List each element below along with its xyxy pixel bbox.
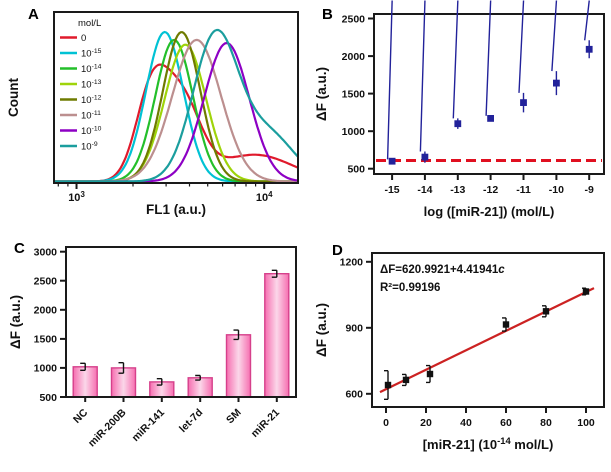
legend-label: 10-9 [81, 141, 98, 153]
histogram-curve [54, 28, 299, 183]
data-point [384, 381, 392, 389]
plot-frame [53, 11, 299, 184]
x-tick-label: 40 [460, 417, 472, 429]
y-tick-label: 2000 [342, 51, 366, 63]
x-axis-label: FL1 (a.u.) [146, 202, 206, 217]
y-axis-label: ΔF (a.u.) [314, 67, 329, 121]
x-tick-label: -15 [384, 184, 399, 196]
x-tick-label: -12 [483, 184, 498, 196]
data-point [388, 157, 396, 165]
y-tick-label: 2500 [34, 276, 58, 288]
category-label: miR-21 [249, 407, 282, 440]
category-label: miR-141 [130, 407, 167, 444]
panel-a-letter: A [28, 6, 39, 23]
y-tick-label: 1200 [340, 257, 364, 269]
panel-b: 500 1000 1500 2000 2500 -15 -14 -13 -12 -11 -10 -9 l… [306, 0, 611, 240]
y-tick-label: 500 [347, 164, 365, 176]
plot-frame [371, 252, 605, 408]
legend-title: mol/L [78, 18, 101, 29]
y-tick-label: 500 [39, 392, 57, 404]
legend-label: 0 [81, 33, 86, 44]
error-bar [195, 374, 201, 381]
data-point [553, 79, 560, 87]
error-bar [452, 0, 459, 129]
error-bar [233, 329, 240, 341]
y-tick-label: 1000 [34, 363, 58, 375]
y-tick-label: 900 [345, 323, 363, 335]
x-tick-label: 20 [420, 417, 432, 429]
y-axis-label: ΔF (a.u.) [314, 303, 329, 357]
panel-b-letter: B [322, 6, 333, 23]
bar [264, 273, 290, 398]
y-tick-label: 1500 [342, 88, 366, 100]
annotation-equation: ΔF=620.9921+4.41941c [380, 264, 505, 276]
x-tick-label: -14 [417, 184, 432, 196]
data-point [402, 376, 410, 384]
y-axis-label: Count [6, 78, 21, 117]
y-tick-label: 2500 [342, 13, 366, 25]
legend-label: 10-13 [81, 79, 102, 91]
y-tick-label: 1000 [342, 126, 366, 138]
error-bar [118, 362, 125, 374]
fit-line [379, 287, 595, 394]
error-bar [80, 362, 86, 371]
y-axis-label: ΔF (a.u.) [8, 295, 23, 349]
y-tick-label: 600 [345, 389, 363, 401]
error-bar [419, 0, 426, 163]
x-tick-label: -10 [549, 184, 564, 196]
y-tick-label: 3000 [34, 246, 58, 258]
error-bar [386, 0, 393, 164]
data-point [421, 153, 429, 161]
x-tick-label: 103 [68, 190, 85, 204]
legend-label: 10-15 [81, 48, 102, 60]
x-tick-label: 0 [383, 417, 389, 429]
data-point [520, 99, 527, 106]
data-point [582, 288, 590, 295]
annotation-r2: R²=0.99196 [380, 282, 440, 294]
y-tick-label: 2000 [34, 305, 58, 317]
panel-c-letter: C [14, 240, 25, 257]
x-tick-label: -13 [450, 184, 465, 196]
panel-d-chart: 600 900 1200 0 20 40 60 80 100 ΔF=620.9921+4.4194… [314, 252, 605, 452]
error-bar [156, 378, 163, 386]
plot-frame [65, 246, 297, 398]
data-point [454, 120, 462, 128]
panel-b-chart: 500 1000 1500 2000 2500 -15 -14 -13 -12 -11 -10 -9 l… [314, 0, 605, 219]
panel-a: 103 104 FL1 (a.u.) Count mol/L 0 10-15 10-14 10-… [4, 0, 304, 240]
legend-label: 10-11 [81, 110, 101, 122]
x-tick-label: -9 [585, 184, 594, 196]
data-point [502, 321, 510, 328]
x-axis-label: log ([miR-21]) (mol/L) [424, 204, 555, 219]
x-tick-label: 104 [256, 190, 273, 204]
category-label: SM [224, 406, 244, 426]
x-tick-label: 60 [500, 417, 512, 429]
bar [225, 334, 252, 398]
category-label: miR-200B [86, 406, 129, 449]
panel-d-letter: D [332, 242, 343, 259]
panel-d: 600 900 1200 0 20 40 60 80 100 ΔF=620.9921+4.4194… [306, 237, 611, 472]
legend-label: 10-12 [81, 94, 102, 106]
category-label: let-7d [177, 407, 205, 435]
x-axis-label: [miR-21] (10-14 mol/L) [423, 435, 554, 452]
data-point [426, 370, 434, 378]
legend-label: 10-14 [81, 63, 102, 75]
x-tick-label: -11 [516, 184, 531, 196]
x-tick-label: 100 [577, 417, 595, 429]
y-tick-label: 1500 [34, 334, 58, 346]
data-point [585, 45, 593, 53]
error-bar [485, 0, 492, 121]
data-point [542, 308, 550, 315]
category-label: NC [71, 406, 91, 426]
panel-a-chart: 103 104 FL1 (a.u.) Count mol/L 0 10-15 10-14 10-… [6, 11, 299, 217]
error-bar [271, 269, 278, 278]
x-tick-label: 80 [540, 417, 552, 429]
error-bar [518, 0, 525, 113]
legend-label: 10-10 [81, 125, 102, 137]
bar [72, 366, 98, 398]
panel-c: 500 1000 1500 2000 2500 3000 NC miR-200B miR-141… [4, 237, 304, 472]
data-point [487, 115, 494, 122]
